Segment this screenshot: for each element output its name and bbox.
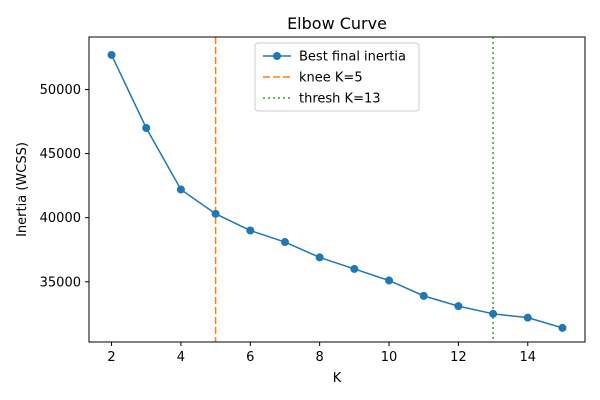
x-tick-label: 2: [107, 350, 115, 365]
data-point: [489, 309, 498, 318]
plot-area: [107, 37, 567, 342]
y-tick-label: 50000: [40, 83, 81, 98]
legend: Best final inertia knee K=5 thresh K=13: [254, 42, 420, 112]
legend-box: [254, 42, 420, 112]
data-point: [107, 50, 116, 59]
legend-label: thresh K=13: [299, 92, 381, 107]
data-point: [523, 313, 532, 322]
x-axis-label: K: [333, 371, 342, 386]
plot-frame: [88, 36, 586, 343]
x-tick-label: 12: [450, 350, 467, 365]
legend-marker: [273, 52, 281, 60]
y-tick-label: 45000: [40, 147, 81, 162]
x-tick-label: 10: [381, 350, 398, 365]
data-point: [315, 253, 324, 262]
y-axis: 35000 40000 45000 50000: [40, 83, 89, 290]
legend-label: Best final inertia: [299, 50, 406, 65]
data-point: [142, 123, 151, 132]
x-tick-label: 14: [519, 350, 536, 365]
x-tick-label: 6: [246, 350, 254, 365]
data-point: [246, 226, 255, 235]
data-point: [176, 185, 185, 194]
x-axis: 2 4 6 8 10 12 14: [107, 342, 536, 365]
chart-title: Elbow Curve: [287, 14, 387, 33]
series-line: [110, 54, 563, 329]
y-axis-label: Inertia (WCSS): [15, 142, 30, 237]
data-point: [385, 276, 394, 285]
data-point: [454, 302, 463, 311]
x-tick-label: 8: [316, 350, 324, 365]
data-point: [350, 264, 359, 273]
y-tick-label: 40000: [40, 211, 81, 226]
data-point: [419, 291, 428, 300]
legend-label: knee K=5: [299, 71, 363, 86]
data-point: [211, 209, 220, 218]
y-tick-label: 35000: [40, 275, 81, 290]
data-point: [280, 238, 289, 247]
data-point: [558, 323, 567, 332]
x-tick-label: 4: [177, 350, 185, 365]
